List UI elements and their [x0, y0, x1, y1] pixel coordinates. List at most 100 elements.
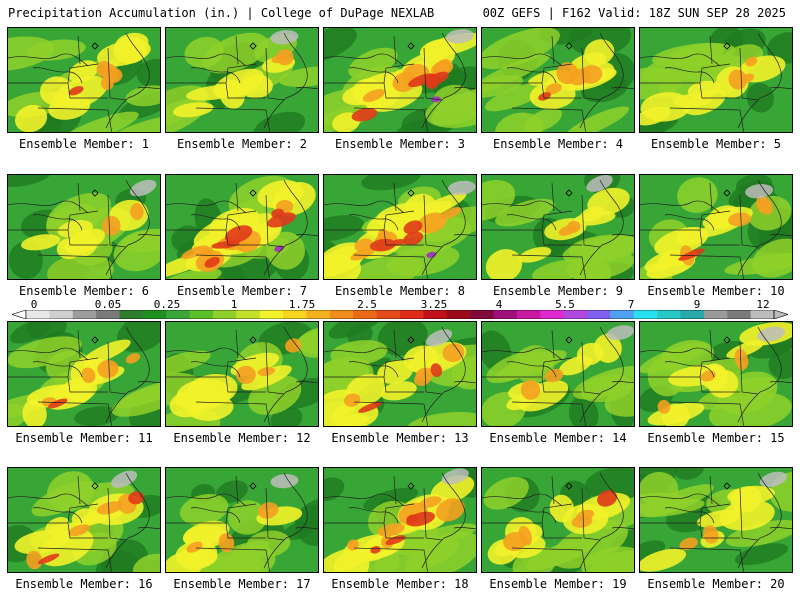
precip-map — [481, 467, 635, 573]
colorbar-swatch — [142, 310, 167, 319]
colorbar-strip — [12, 310, 788, 319]
colorbar-tick: 0 — [30, 298, 38, 311]
colorbar-legend: 0 0.05 0.25 1 1.75 2.5 3.25 4 5.5 7 9 12 — [12, 298, 788, 320]
colorbar-swatch — [657, 310, 681, 319]
precip-map — [7, 467, 161, 573]
colorbar-swatch — [283, 310, 307, 319]
ensemble-member-label: Ensemble Member: 11 — [15, 431, 153, 445]
precip-map — [165, 27, 319, 133]
colorbar-swatch — [470, 310, 494, 319]
colorbar-swatch — [49, 310, 74, 319]
ensemble-panel: Ensemble Member: 3 — [323, 27, 477, 151]
ensemble-panel: Ensemble Member: 1 — [7, 27, 161, 151]
colorbar-tick: 3.25 — [420, 298, 448, 311]
ensemble-member-label: Ensemble Member: 12 — [173, 431, 311, 445]
precip-map — [481, 27, 635, 133]
precip-map — [639, 174, 793, 280]
ensemble-panel: Ensemble Member: 5 — [639, 27, 793, 151]
colorbar-min-arrow — [12, 310, 27, 319]
ensemble-member-label: Ensemble Member: 18 — [331, 577, 469, 591]
colorbar-swatch — [259, 310, 284, 319]
colorbar-swatch — [540, 310, 565, 319]
colorbar-tick: 12 — [756, 298, 770, 311]
colorbar-swatch — [353, 310, 378, 319]
ensemble-panel: Ensemble Member: 7 — [165, 174, 319, 298]
colorbar-max-arrow — [773, 310, 788, 319]
ensemble-member-label: Ensemble Member: 7 — [176, 284, 308, 298]
colorbar-tick: 2.5 — [357, 298, 377, 311]
colorbar-swatch — [119, 310, 144, 319]
precip-map — [323, 321, 477, 427]
ensemble-panel: Ensemble Member: 19 — [481, 467, 635, 591]
ensemble-panel: Ensemble Member: 13 — [323, 321, 477, 445]
colorbar-swatch — [96, 310, 120, 319]
colorbar-swatch — [236, 310, 261, 319]
precip-map — [165, 467, 319, 573]
ensemble-member-label: Ensemble Member: 20 — [647, 577, 785, 591]
colorbar-swatch — [633, 310, 658, 319]
ensemble-panel: Ensemble Member: 16 — [7, 467, 161, 591]
colorbar-tick: 1 — [230, 298, 238, 311]
ensemble-panel: Ensemble Member: 18 — [323, 467, 477, 591]
colorbar-swatch — [376, 310, 401, 319]
colorbar-swatch — [72, 310, 97, 319]
map-title: Precipitation Accumulation (in.) | Colle… — [8, 6, 435, 20]
colorbar-swatch — [703, 310, 728, 319]
colorbar-swatch — [493, 310, 518, 319]
colorbar-swatch — [680, 310, 705, 319]
ensemble-member-label: Ensemble Member: 5 — [650, 137, 782, 151]
ensemble-member-label: Ensemble Member: 2 — [176, 137, 308, 151]
colorbar-swatch — [446, 310, 471, 319]
colorbar-swatch — [750, 310, 775, 319]
precip-map — [481, 174, 635, 280]
precip-map — [481, 321, 635, 427]
colorbar-tick: 5.5 — [555, 298, 575, 311]
colorbar-swatch — [26, 310, 50, 319]
precip-map — [323, 27, 477, 133]
ensemble-panel: Ensemble Member: 10 — [639, 174, 793, 298]
precip-map — [639, 27, 793, 133]
precip-map — [7, 174, 161, 280]
ensemble-member-label: Ensemble Member: 13 — [331, 431, 469, 445]
ensemble-panel: Ensemble Member: 6 — [7, 174, 161, 298]
colorbar-swatch — [610, 310, 635, 319]
colorbar-border — [25, 310, 775, 319]
colorbar-swatch — [587, 310, 611, 319]
ensemble-member-label: Ensemble Member: 6 — [18, 284, 150, 298]
colorbar-swatch — [329, 310, 354, 319]
colorbar-swatch — [563, 310, 588, 319]
colorbar-swatch — [423, 310, 448, 319]
colorbar-swatch — [306, 310, 331, 319]
precip-map — [165, 174, 319, 280]
colorbar-tick: 7 — [627, 298, 635, 311]
ensemble-panel: Ensemble Member: 11 — [7, 321, 161, 445]
colorbar-tick: 1.75 — [288, 298, 316, 311]
ensemble-member-label: Ensemble Member: 10 — [647, 284, 785, 298]
ensemble-member-label: Ensemble Member: 9 — [492, 284, 624, 298]
ensemble-member-label: Ensemble Member: 14 — [489, 431, 627, 445]
colorbar-swatch — [189, 310, 214, 319]
ensemble-member-label: Ensemble Member: 15 — [647, 431, 785, 445]
colorbar-tick: 0.25 — [153, 298, 181, 311]
precip-map — [7, 27, 161, 133]
ensemble-member-label: Ensemble Member: 17 — [173, 577, 311, 591]
colorbar-tick: 9 — [693, 298, 701, 311]
colorbar-swatch — [727, 310, 752, 319]
ensemble-member-label: Ensemble Member: 1 — [18, 137, 150, 151]
colorbar-swatch — [213, 310, 237, 319]
ensemble-panel: Ensemble Member: 14 — [481, 321, 635, 445]
precip-map — [323, 174, 477, 280]
run-info: 00Z GEFS | F162 Valid: 18Z SUN SEP 28 20… — [482, 6, 786, 20]
colorbar-tick: 4 — [495, 298, 503, 311]
colorbar-swatch — [400, 310, 424, 319]
colorbar-swatch — [516, 310, 541, 319]
ensemble-member-label: Ensemble Member: 4 — [492, 137, 624, 151]
ensemble-member-label: Ensemble Member: 19 — [489, 577, 627, 591]
colorbar-tick: 0.05 — [94, 298, 122, 311]
precip-map — [323, 467, 477, 573]
precip-map — [7, 321, 161, 427]
ensemble-member-label: Ensemble Member: 3 — [334, 137, 466, 151]
ensemble-panel: Ensemble Member: 17 — [165, 467, 319, 591]
ensemble-member-label: Ensemble Member: 16 — [15, 577, 153, 591]
